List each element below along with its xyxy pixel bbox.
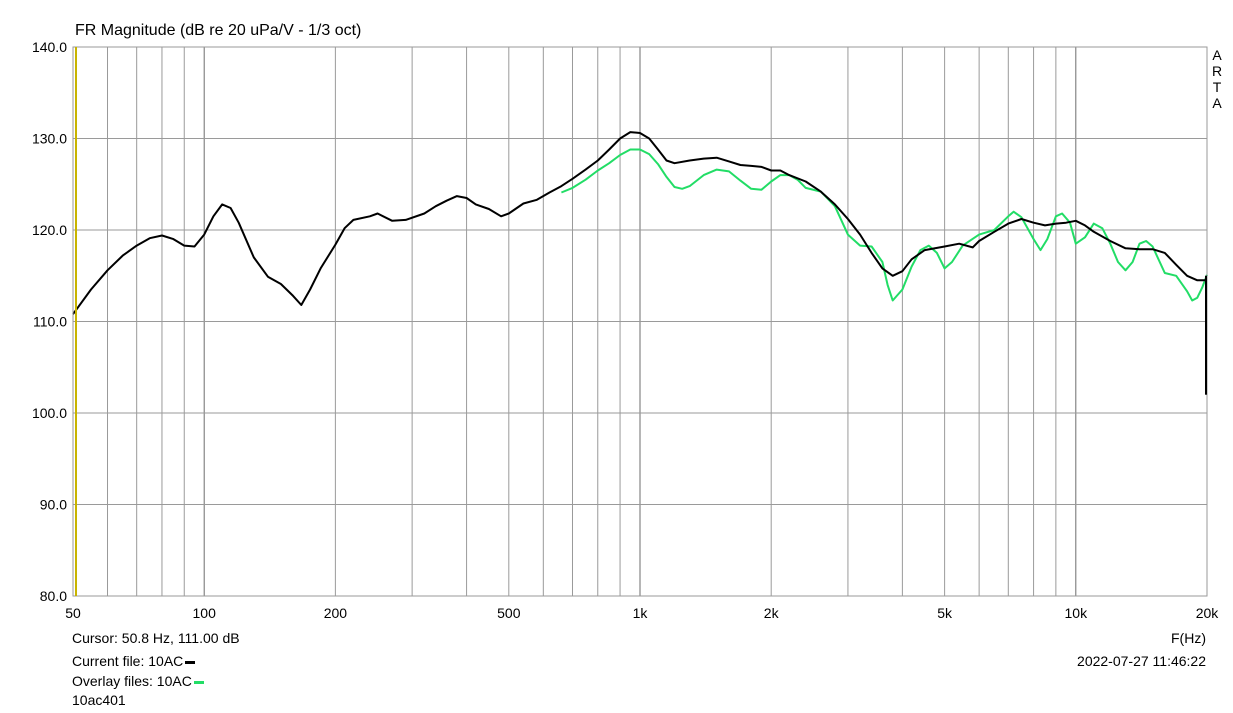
y-tick-label: 80.0 bbox=[40, 588, 67, 604]
y-tick-label: 120.0 bbox=[32, 222, 67, 238]
overlay-file-curve bbox=[561, 148, 1208, 302]
file-id: 10ac401 bbox=[72, 692, 126, 708]
grid-lines bbox=[73, 47, 1207, 596]
x-tick-label: 50 bbox=[65, 605, 81, 621]
x-tick-label: 100 bbox=[193, 605, 217, 621]
current-file-curve bbox=[72, 131, 1207, 315]
x-tick-label: 500 bbox=[497, 605, 521, 621]
x-tick-label: 200 bbox=[324, 605, 348, 621]
arta-letter: R bbox=[1212, 63, 1222, 79]
chart-title: FR Magnitude (dB re 20 uPa/V - 1/3 oct) bbox=[75, 22, 362, 39]
cursor-readout: Cursor: 50.8 Hz, 111.00 dB bbox=[72, 630, 240, 646]
arta-letter: T bbox=[1213, 79, 1222, 95]
x-tick-label: 20k bbox=[1196, 605, 1220, 621]
x-tick-label: 5k bbox=[937, 605, 953, 621]
current-file-label: Current file: 10AC bbox=[72, 653, 196, 669]
current-file-swatch bbox=[185, 660, 196, 664]
overlay-file-swatch bbox=[193, 680, 204, 684]
y-tick-label: 110.0 bbox=[33, 314, 67, 330]
y-tick-label: 130.0 bbox=[32, 131, 67, 147]
y-axis-ticks: 140.0 130.0 120.0 110.0 100.0 90.0 80.0 bbox=[32, 39, 67, 604]
x-axis-unit-label: F(Hz) bbox=[1171, 630, 1206, 646]
y-tick-label: 100.0 bbox=[32, 405, 67, 421]
overlay-files-text: Overlay files: 10AC bbox=[72, 673, 192, 689]
x-tick-label: 10k bbox=[1065, 605, 1089, 621]
measurement-datetime: 2022-07-27 11:46:22 bbox=[1077, 653, 1206, 669]
arta-letter: A bbox=[1212, 95, 1222, 111]
current-file-text: Current file: 10AC bbox=[72, 653, 184, 669]
y-tick-label: 140.0 bbox=[32, 39, 67, 55]
x-axis-ticks: 50 100 200 500 1k 2k 5k 10k 20k bbox=[65, 605, 1219, 621]
arta-letter: A bbox=[1212, 47, 1222, 63]
x-tick-label: 1k bbox=[633, 605, 649, 621]
x-tick-label: 2k bbox=[764, 605, 780, 621]
data-series bbox=[72, 131, 1208, 315]
y-tick-label: 90.0 bbox=[40, 497, 67, 513]
overlay-files-label: Overlay files: 10AC bbox=[72, 673, 204, 689]
